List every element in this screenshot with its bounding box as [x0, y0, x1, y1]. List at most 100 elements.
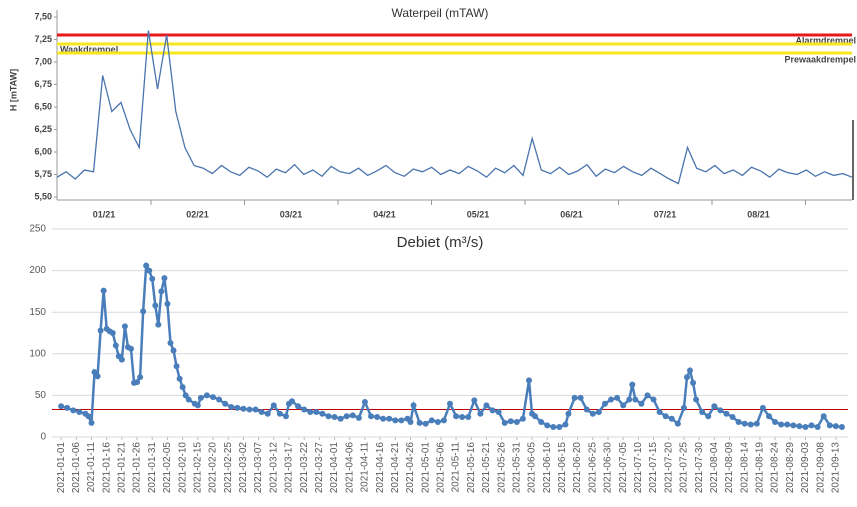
discharge-point — [295, 403, 302, 410]
discharge-point — [197, 394, 204, 401]
discharge-point — [501, 419, 508, 426]
discharge-point — [447, 400, 453, 407]
discharge-point — [790, 422, 797, 429]
discharge-point — [747, 421, 754, 428]
x-tick-label: 2021-02-15 — [192, 442, 203, 494]
discharge-point — [735, 419, 742, 426]
x-tick-label: 07/21 — [654, 209, 677, 219]
discharge-point — [495, 409, 502, 416]
x-tick-label: 2021-09-03 — [800, 442, 811, 494]
discharge-point — [194, 402, 201, 409]
discharge-point — [717, 407, 724, 414]
discharge-point — [626, 396, 633, 403]
x-tick-label: 2021-05-21 — [481, 442, 492, 494]
x-tick-label: 04/21 — [373, 209, 396, 219]
y-tick-label: 200 — [29, 265, 46, 276]
discharge-point — [668, 415, 675, 422]
x-tick-label: 05/21 — [467, 209, 490, 219]
x-tick-label: 2021-01-01 — [56, 442, 67, 494]
discharge-point — [772, 419, 779, 426]
discharge-point — [301, 406, 308, 413]
discharge-point — [386, 415, 393, 422]
discharge-point — [216, 396, 223, 403]
x-tick-label: 2021-03-22 — [299, 442, 310, 494]
y-tick-label: 5,75 — [34, 169, 52, 179]
x-tick-label: 2021-08-29 — [785, 442, 796, 494]
x-tick-label: 2021-08-24 — [770, 442, 781, 494]
y-tick-label: 5,50 — [34, 191, 52, 201]
x-tick-label: 2021-08-19 — [755, 442, 766, 494]
x-tick-label: 2021-07-20 — [663, 442, 674, 494]
x-tick-label: 2021-03-12 — [268, 442, 279, 494]
bottom-title: Debiet (m³/s) — [397, 234, 484, 251]
y-tick-label: 7,50 — [34, 11, 52, 21]
x-tick-label: 2021-07-10 — [633, 442, 644, 494]
discharge-point — [741, 420, 748, 427]
x-tick-label: 2021-06-25 — [587, 442, 598, 494]
discharge-point — [434, 419, 441, 426]
x-tick-label: 2021-06-15 — [557, 442, 568, 494]
x-tick-label: 2021-04-16 — [375, 442, 386, 494]
x-tick-label: 2021-07-30 — [694, 442, 705, 494]
discharge-point — [282, 413, 289, 420]
discharge-point — [638, 400, 645, 407]
water-level-line — [56, 30, 853, 185]
discharge-point — [85, 413, 92, 420]
discharge-point — [319, 410, 326, 417]
x-tick-label: 2021-06-20 — [572, 442, 583, 494]
discharge-point — [562, 421, 569, 428]
y-tick-label: 6,25 — [34, 124, 52, 134]
discharge-point — [70, 407, 77, 414]
discharge-point — [577, 394, 584, 401]
discharge-point — [264, 410, 271, 417]
discharge-point — [374, 414, 381, 421]
x-tick-label: 2021-01-21 — [117, 442, 128, 494]
discharge-point — [662, 413, 669, 420]
discharge-point — [307, 409, 314, 416]
x-tick-label: 2021-01-06 — [71, 442, 82, 494]
y-tick-label: 150 — [29, 307, 46, 318]
x-tick-label: 2021-03-17 — [284, 442, 295, 494]
x-tick-label: 2021-05-26 — [496, 442, 507, 494]
discharge-point — [690, 379, 697, 386]
discharge-point — [614, 394, 621, 401]
discharge-point — [361, 399, 368, 406]
x-tick-label: 2021-05-16 — [466, 442, 477, 494]
x-tick-label: 2021-02-10 — [177, 442, 188, 494]
x-tick-label: 2021-08-14 — [739, 442, 750, 494]
discharge-point — [407, 419, 414, 426]
discharge-point — [680, 404, 687, 411]
x-tick-label: 2021-06-30 — [603, 442, 614, 494]
x-tick-label: 2021-03-27 — [314, 442, 325, 494]
y-tick-label: 6,00 — [34, 146, 52, 156]
discharge-point — [158, 288, 165, 295]
y-tick-label: 7,25 — [34, 34, 52, 44]
discharge-point — [149, 275, 156, 282]
discharge-point — [337, 415, 344, 422]
discharge-point — [465, 414, 472, 421]
discharge-point — [838, 424, 845, 431]
discharge-point — [252, 406, 259, 413]
x-tick-label: 2021-04-26 — [405, 442, 416, 494]
discharge-point — [820, 413, 827, 420]
discharge-point — [459, 414, 466, 421]
x-tick-label: 2021-07-05 — [618, 442, 629, 494]
discharge-point — [185, 396, 192, 403]
x-tick-label: 06/21 — [560, 209, 583, 219]
discharge-point — [179, 384, 186, 391]
discharge-point — [143, 262, 150, 269]
discharge-point — [550, 424, 557, 431]
discharge-point — [687, 367, 694, 374]
x-tick-label: 2021-05-31 — [511, 442, 522, 494]
discharge-point — [170, 347, 177, 354]
y-tick-label: 250 — [29, 224, 46, 235]
discharge-point — [313, 409, 320, 416]
threshold-label: Waakdrempel — [60, 44, 118, 54]
discharge-point — [355, 414, 362, 421]
discharge-point — [589, 410, 596, 417]
x-tick-label: 2021-04-01 — [329, 442, 340, 494]
discharge-point — [556, 424, 563, 431]
x-tick-label: 2021-03-07 — [253, 442, 264, 494]
discharge-point — [683, 374, 690, 381]
